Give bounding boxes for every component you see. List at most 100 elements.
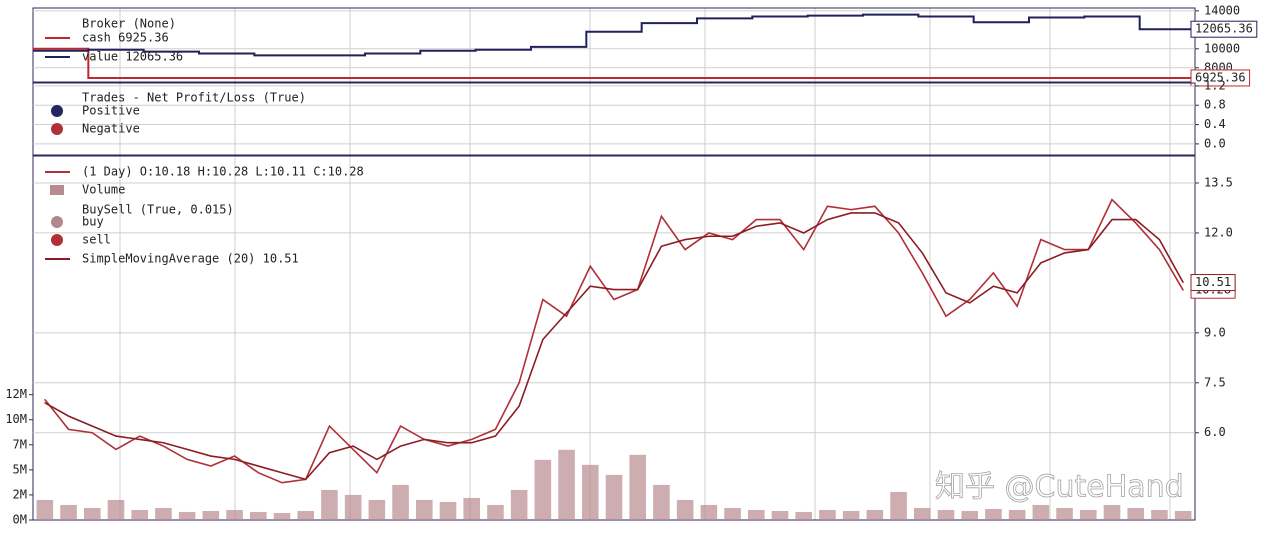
vertex xyxy=(890,77,892,79)
volume-bar xyxy=(178,511,196,520)
volume-bar xyxy=(1032,504,1050,520)
vertex xyxy=(1111,16,1113,18)
vertex xyxy=(558,77,560,79)
volume-bar xyxy=(273,512,291,520)
volume-bar xyxy=(700,504,718,520)
vertex xyxy=(376,458,378,460)
vertex xyxy=(423,438,425,440)
y-tick-label: 10000 xyxy=(1204,41,1240,55)
vertex xyxy=(834,77,836,79)
vertex xyxy=(898,232,900,234)
y2-tick-label: 7M xyxy=(13,437,27,451)
vertex xyxy=(779,219,781,221)
vertex xyxy=(162,445,164,447)
vertex xyxy=(68,415,70,417)
legend-marker xyxy=(51,234,63,246)
vertex xyxy=(170,51,172,53)
volume-bar xyxy=(1008,509,1026,520)
volume-bar xyxy=(629,454,647,520)
volume-bar xyxy=(866,509,884,520)
vertex xyxy=(890,14,892,16)
vertex xyxy=(494,435,496,437)
volume-bar xyxy=(558,449,575,520)
last-value-box xyxy=(1190,274,1236,292)
volume-bar xyxy=(605,474,623,520)
y-tick-label: 0.4 xyxy=(1204,117,1226,131)
legend-marker xyxy=(51,105,63,117)
y-tick-label: 9.0 xyxy=(1204,325,1226,339)
vertex xyxy=(921,252,923,254)
volume-bar xyxy=(1127,507,1145,520)
vertex xyxy=(566,312,568,314)
vertex xyxy=(803,249,805,251)
y-tick-label: 7.5 xyxy=(1204,375,1226,389)
vertex xyxy=(162,442,164,444)
vertex xyxy=(1064,252,1066,254)
vertex xyxy=(305,478,307,480)
vertex xyxy=(502,49,504,51)
legend-title: BuySell (True, 0.015) xyxy=(82,203,234,217)
vertex xyxy=(921,272,923,274)
legend-marker xyxy=(50,185,64,195)
vertex xyxy=(1111,199,1113,201)
vertex xyxy=(186,458,188,460)
volume-bar xyxy=(937,509,955,520)
vertex xyxy=(447,442,449,444)
volume-bar xyxy=(1151,509,1168,520)
vertex xyxy=(613,299,615,301)
vertex xyxy=(234,458,236,460)
volume-bar xyxy=(913,507,931,520)
vertex xyxy=(60,48,62,50)
vertex xyxy=(1040,239,1042,241)
vertex xyxy=(874,212,876,214)
volume-bar xyxy=(581,464,599,520)
vertex xyxy=(724,77,726,79)
y-tick-label: 1.2 xyxy=(1204,78,1226,92)
legend-label: Volume xyxy=(82,183,125,197)
volume-bar xyxy=(510,489,528,520)
vertex xyxy=(1111,77,1113,79)
volume-bar xyxy=(131,509,149,520)
vertex xyxy=(755,225,757,227)
volume-bar xyxy=(1056,507,1073,520)
volume-bar xyxy=(653,484,670,520)
vertex xyxy=(1040,262,1042,264)
y2-tick-label: 12M xyxy=(5,387,27,401)
volume-bar xyxy=(321,489,338,520)
vertex xyxy=(826,219,828,221)
vertex xyxy=(992,285,994,287)
vertex xyxy=(115,49,117,51)
vertex xyxy=(400,445,402,447)
volume-bar xyxy=(795,511,813,520)
vertex xyxy=(1166,77,1168,79)
volume-bar xyxy=(724,507,741,520)
vertex xyxy=(210,455,212,457)
vertex xyxy=(115,435,117,437)
volume-bar xyxy=(985,508,1002,520)
vertex xyxy=(139,438,141,440)
vertex xyxy=(1182,289,1184,291)
vertex xyxy=(494,428,496,430)
vertex xyxy=(589,285,591,287)
volume-bar xyxy=(771,510,789,520)
vertex xyxy=(471,442,473,444)
vertex xyxy=(1111,219,1113,221)
legend-label: (1 Day) O:10.18 H:10.28 L:10.11 C:10.28 xyxy=(82,165,364,179)
y-tick-label: 13.5 xyxy=(1204,175,1233,189)
legend-label: sell xyxy=(82,233,111,247)
vertex xyxy=(170,77,172,79)
vertex xyxy=(44,402,46,404)
volume-bar xyxy=(1174,510,1192,520)
volume-bar xyxy=(415,499,433,520)
vertex xyxy=(874,205,876,207)
vertex xyxy=(471,438,473,440)
vertex xyxy=(1064,249,1066,251)
volume-bar xyxy=(961,510,979,520)
vertex xyxy=(613,31,615,33)
volume-bar xyxy=(83,507,101,520)
volume-bar xyxy=(107,499,125,520)
vertex xyxy=(352,448,354,450)
volume-bar xyxy=(439,501,457,520)
